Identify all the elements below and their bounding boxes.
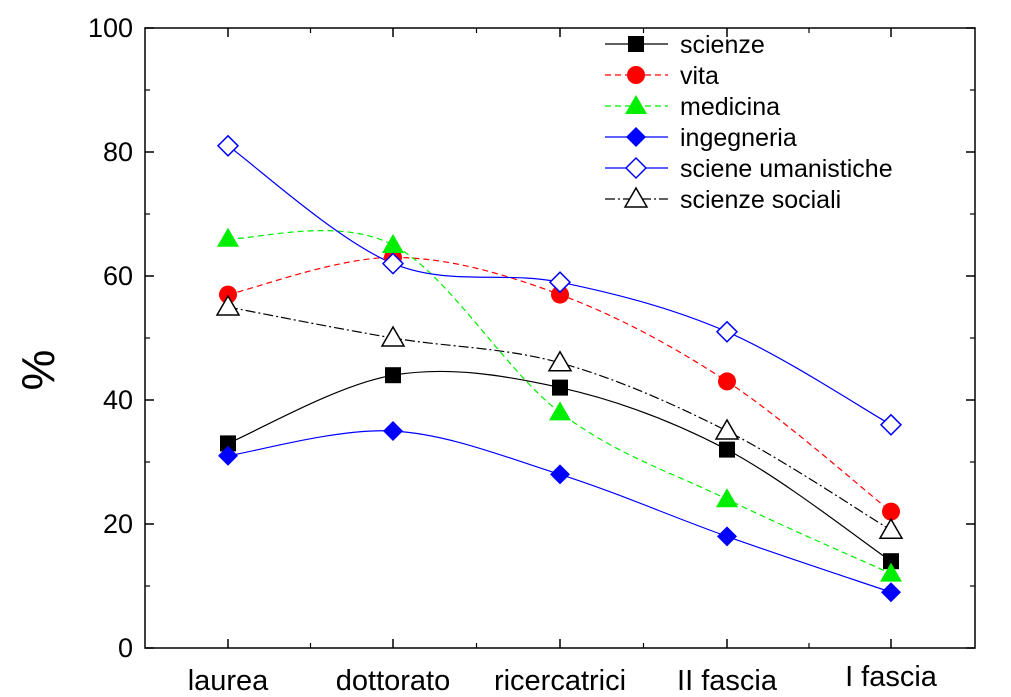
y-tick-label: 0 (118, 633, 133, 663)
point-scienze-dottorato (385, 367, 401, 384)
x-tick-label-ii-fascia: II fascia (677, 665, 778, 697)
legend-marker-medicina (625, 95, 647, 114)
legend-label-vita: vita (680, 62, 719, 90)
point-medicina-i-fascia (880, 562, 902, 582)
x-tick-label-laurea: laurea (188, 665, 269, 697)
point-medicina-ii-fascia (716, 488, 738, 508)
plot-frame (144, 27, 976, 649)
legend-item-scienze: scienze (605, 31, 765, 59)
legend-item-medicina: medicina (605, 93, 780, 121)
legend-item-vita: vita (605, 62, 719, 90)
point-scienze-sociali-ii-fascia (714, 418, 740, 440)
y-tick-label: 40 (103, 385, 133, 415)
point-scienze-sociali-ricercatrici (547, 350, 573, 372)
point-scienze-ii-fascia (719, 441, 735, 458)
legend-marker-vita (627, 66, 645, 84)
legend-marker-ingegneria (626, 127, 646, 147)
legend-marker-sciene-umanistiche (624, 156, 648, 180)
y-tick-label: 80 (103, 137, 133, 167)
point-ingegneria-i-fascia (881, 582, 901, 603)
y-axis-label: % (12, 350, 64, 391)
point-ingegneria-ii-fascia (717, 526, 737, 547)
point-ingegneria-dottorato (383, 421, 403, 441)
legend-item-sciene-umanistiche: sciene umanistiche (605, 155, 893, 183)
point-vita-i-fascia (882, 502, 900, 521)
legend: scienze vita medicina ingegneria sciene uman… (605, 31, 893, 214)
point-medicina-ricercatrici (549, 401, 571, 421)
legend-item-ingegneria: ingegneria (605, 124, 797, 152)
point-sciene-umanistiche-ii-fascia (715, 320, 739, 343)
point-ingegneria-ricercatrici (550, 464, 570, 485)
point-sciene-umanistiche-laurea (216, 134, 240, 157)
point-scienze-sociali-dottorato (380, 325, 406, 347)
point-ingegneria-laurea (218, 445, 238, 466)
series-line-ingegneria (227, 430, 892, 593)
legend-label-ingegneria: ingegneria (680, 124, 797, 152)
point-scienze-i-fascia (883, 553, 899, 570)
y-tick-label: 100 (88, 13, 133, 43)
point-medicina-laurea (217, 227, 239, 247)
legend-item-scienze-sociali: scienze sociali (605, 186, 841, 214)
legend-marker-scienze-sociali (623, 186, 649, 208)
point-sciene-umanistiche-ricercatrici (548, 271, 572, 294)
point-scienze-sociali-i-fascia (878, 517, 904, 539)
y-tick-label: 60 (103, 261, 133, 291)
x-tick-label-ricercatrici: ricercatrici (494, 665, 626, 697)
x-tick-label-dottorato: dottorato (336, 665, 450, 697)
point-vita-ii-fascia (718, 372, 736, 391)
legend-marker-scienze (628, 36, 644, 52)
point-scienze-ricercatrici (552, 379, 568, 396)
series-line-scienze-sociali (227, 306, 892, 531)
point-scienze-sociali-laurea (215, 294, 241, 316)
x-tick-label-i-fascia: I fascia (845, 661, 938, 693)
y-tick-label: 20 (103, 509, 133, 539)
point-scienze-laurea (220, 435, 236, 452)
axes: 0 20 40 60 80 100 laurea dottorato ricercatrici I… (88, 13, 976, 697)
point-sciene-umanistiche-dottorato (381, 252, 405, 275)
point-medicina-dottorato (382, 234, 404, 253)
legend-label-scienze: scienze (680, 31, 765, 59)
legend-label-scienze-sociali: scienze sociali (680, 186, 841, 214)
point-vita-ricercatrici (551, 285, 569, 304)
legend-label-medicina: medicina (680, 93, 780, 121)
legend-label-sciene-umanistiche: sciene umanistiche (680, 155, 893, 183)
series-markers (215, 134, 904, 603)
point-sciene-umanistiche-i-fascia (879, 413, 903, 436)
